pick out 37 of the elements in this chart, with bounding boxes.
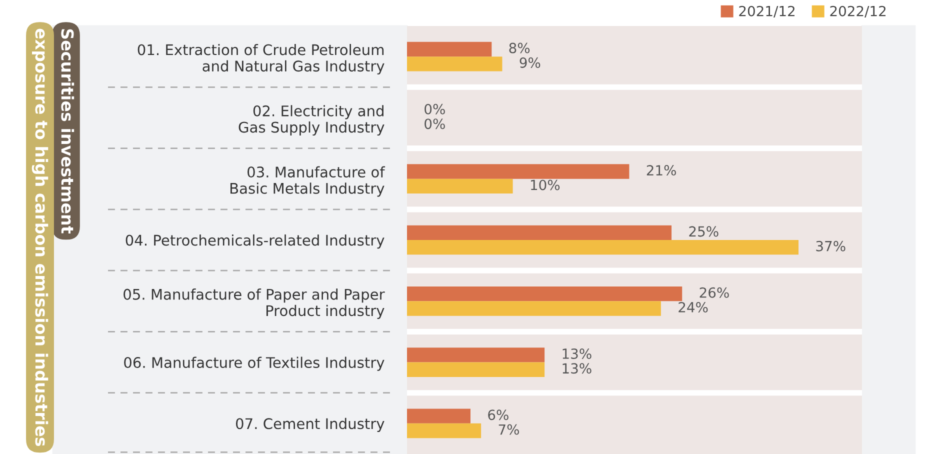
legend-label: 2021/12 [739,6,794,18]
y-tick-label: 07. Cement Industry [236,418,384,432]
data-label: 9% [520,57,540,68]
data-label: 26% [700,287,729,298]
bar [407,178,513,194]
bar [407,423,482,438]
bar [407,348,545,362]
y-tick-label: 05. Manufacture of Paper and Paper Product industry [124,288,385,319]
bar [407,42,492,57]
bar [407,164,630,179]
text: Securities investment [61,29,74,234]
data-label: 21% [646,165,676,176]
text: exposure to high carbon emission industries [32,28,48,446]
bar [407,56,502,72]
bar [407,301,661,316]
data-label: 10% [531,180,560,190]
data-label: 24% [678,302,708,313]
y-tick-label: 01. Extraction of Crude Petroleum and Natural Gas Industry [138,44,384,74]
bar [407,362,545,377]
y-tick-label: 04. Petrochemicals-related Industry [126,234,384,249]
data-label: 7% [498,424,520,435]
data-label: 0% [424,104,445,114]
data-label: 13% [562,348,592,359]
bar [407,225,672,240]
data-label: 0% [424,118,445,130]
legend-label: 2022/12 [830,6,886,18]
bar [407,286,682,302]
y-tick-label: 06. Manufacture of Textiles Industry [124,356,384,371]
data-label: 37% [816,240,846,252]
y-tick-label: 03. Manufacture of Basic Metals Industry [230,166,386,197]
data-label: 13% [562,363,592,374]
bar [407,408,470,424]
data-label: 6% [488,410,508,420]
data-label: 8% [509,42,530,54]
bar [407,240,799,255]
y-tick-label: 02. Electricity and Gas Supply Industry [238,105,384,136]
data-label: 25% [689,226,718,237]
